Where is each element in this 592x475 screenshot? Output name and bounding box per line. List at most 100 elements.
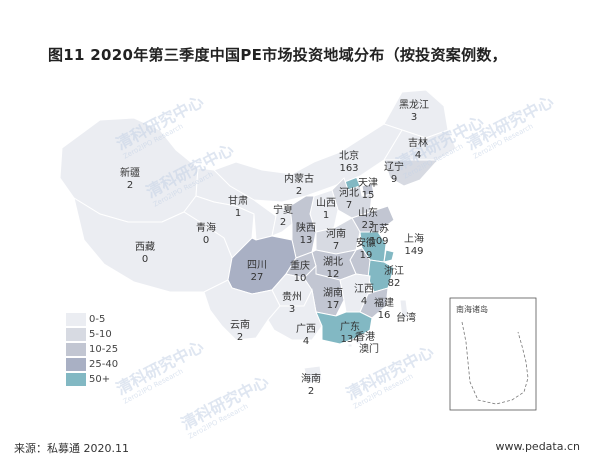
legend-swatch	[66, 358, 86, 371]
province-name-label: 海南	[301, 372, 321, 385]
legend-item: 5-10	[66, 327, 118, 342]
source-note: 来源：私募通 2020.11	[14, 442, 129, 455]
province-29	[315, 311, 373, 345]
province-name-label: 江苏	[369, 222, 389, 235]
province-name-label: 北京	[339, 149, 359, 162]
map-legend: 0-5 5-10 10-25 25-40 50+	[66, 312, 118, 387]
legend-label: 5-10	[89, 329, 112, 340]
province-name-label: 澳门	[359, 342, 379, 355]
legend-label: 0-5	[89, 314, 106, 325]
province-name-label: 福建	[374, 296, 394, 309]
province-name-label: 山东	[358, 206, 378, 219]
province-5	[213, 123, 403, 203]
province-28	[267, 288, 323, 341]
province-name-label: 青海	[196, 221, 216, 234]
inset-nine-dash-line	[461, 321, 529, 405]
province-name-label: 上海	[404, 232, 424, 245]
province-31	[355, 339, 363, 345]
province-value-label: 2	[308, 386, 314, 397]
province-value-label: 19	[360, 250, 373, 261]
province-name-label: 辽宁	[384, 160, 404, 173]
province-value-label: 0	[142, 254, 148, 265]
province-name-label: 湖北	[323, 256, 343, 268]
province-name-label: 吉林	[408, 136, 428, 149]
map-title: 图11 2020年第三季度中国PE市场投资地域分布（按投资案例数，	[48, 46, 507, 64]
province-value-label: 16	[378, 310, 391, 321]
province-name-label: 天津	[358, 177, 378, 189]
province-value-label: 12	[327, 269, 340, 280]
province-value-label: 1	[323, 210, 329, 221]
province-value-label: 4	[303, 336, 309, 347]
province-value-label: 15	[362, 190, 375, 201]
province-33	[303, 365, 323, 385]
province-value-label: 9	[391, 174, 397, 185]
website-note: www.pedata.cn	[495, 440, 580, 453]
province-value-label: 2	[280, 217, 286, 228]
svg-text:清科研究中心: 清科研究中心	[113, 337, 207, 399]
province-value-label: 3	[289, 304, 295, 315]
province-value-label: 13	[300, 235, 313, 246]
province-value-label: 7	[333, 241, 339, 252]
province-value-label: 149	[404, 246, 423, 257]
legend-label: 10-25	[89, 344, 119, 355]
province-name-label: 甘肃	[228, 194, 248, 207]
province-4	[361, 183, 375, 197]
province-value-label: 4	[361, 296, 367, 307]
province-name-label: 宁夏	[273, 203, 293, 216]
province-value-label: 4	[415, 150, 421, 161]
province-name-label: 广西	[296, 323, 316, 335]
province-name-label: 河南	[326, 227, 346, 240]
south-china-sea-inset: 南海诸岛	[449, 297, 537, 411]
legend-label: 50+	[89, 374, 111, 385]
province-name-label: 湖南	[323, 286, 343, 299]
province-value-label: 163	[339, 163, 358, 174]
province-value-label: 2	[296, 186, 302, 197]
legend-swatch	[66, 328, 86, 341]
province-name-label: 山西	[316, 197, 336, 209]
province-name-label: 浙江	[384, 265, 404, 277]
svg-text:清科研究中心: 清科研究中心	[343, 342, 437, 404]
province-16	[383, 249, 395, 263]
province-32	[347, 343, 353, 348]
province-value-label: 0	[203, 235, 209, 246]
province-name-label: 江西	[354, 283, 374, 295]
province-7	[331, 177, 373, 219]
province-name-label: 广东	[340, 320, 360, 333]
legend-item: 25-40	[66, 357, 118, 372]
province-name-label: 内蒙古	[284, 172, 314, 185]
province-name-label: 台湾	[396, 311, 416, 324]
legend-swatch	[66, 343, 86, 356]
province-name-label: 四川	[247, 260, 267, 271]
legend-swatch	[66, 313, 86, 326]
legend-item: 10-25	[66, 342, 118, 357]
province-value-label: 23	[362, 220, 375, 231]
province-value-label: 2	[237, 332, 243, 343]
province-value-label: 10	[294, 273, 307, 284]
province-name-label: 陕西	[296, 221, 316, 234]
province-name-label: 黑龙江	[399, 98, 429, 111]
inset-title: 南海诸岛	[456, 304, 488, 314]
province-30	[399, 299, 409, 321]
province-name-label: 云南	[230, 318, 250, 331]
province-name-label: 香港	[355, 331, 375, 343]
province-value-label: 27	[251, 272, 264, 283]
legend-label: 25-40	[89, 359, 119, 370]
province-value-label: 7	[346, 200, 352, 211]
province-value-label: 82	[388, 278, 401, 289]
svg-text:清科研究中心: 清科研究中心	[178, 372, 272, 434]
province-value-label: 17	[327, 300, 340, 311]
legend-item: 50+	[66, 372, 118, 387]
legend-swatch	[66, 373, 86, 386]
province-value-label: 109	[369, 236, 388, 247]
province-value-label: 3	[411, 112, 417, 123]
legend-item: 0-5	[66, 312, 118, 327]
province-name-label: 西藏	[135, 241, 155, 253]
province-12	[289, 195, 317, 259]
province-value-label: 134	[340, 334, 359, 345]
province-value-label: 2	[127, 180, 133, 191]
province-name-label: 新疆	[120, 166, 140, 179]
